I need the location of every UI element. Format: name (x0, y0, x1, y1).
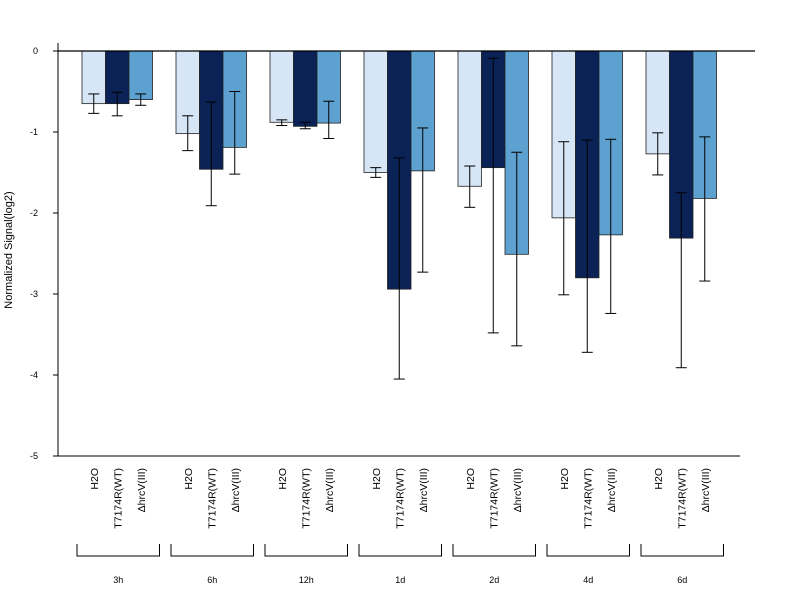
bar (269, 50, 294, 123)
group-label: 2d (489, 575, 499, 585)
x-tick-label: ΔhrcV(III) (512, 468, 524, 512)
x-tick-label: T7174R(WT) (582, 468, 594, 529)
bar (128, 50, 153, 100)
x-tick-label: H2O (89, 468, 101, 490)
group-bracket (546, 544, 630, 557)
x-tick-label: T7174R(WT) (206, 468, 218, 529)
group-label: 12h (299, 575, 314, 585)
x-tick-label: T7174R(WT) (300, 468, 312, 529)
group-bracket (358, 544, 442, 557)
x-tick-label: H2O (653, 468, 665, 490)
group-label: 6d (677, 575, 687, 585)
x-tick-label: H2O (559, 468, 571, 490)
x-tick-label: T7174R(WT) (112, 468, 124, 529)
y-tick-label: -5 (30, 451, 38, 461)
x-tick-label: H2O (183, 468, 195, 490)
y-axis: 0 -1 -2 -3 -4 -5 (30, 43, 59, 461)
group-label: 6h (207, 575, 217, 585)
group-bracket (452, 544, 536, 557)
y-tick-label: -3 (30, 289, 38, 299)
x-tick-label: H2O (465, 468, 477, 490)
group-bracket (264, 544, 348, 557)
x-tick-label: T7174R(WT) (394, 468, 406, 529)
group-label: 3h (113, 575, 123, 585)
y-axis-label: Normalized Signal(log2) (3, 191, 15, 308)
group-label: 4d (583, 575, 593, 585)
x-tick-label: ΔhrcV(III) (324, 468, 336, 512)
y-tick-label: -2 (30, 208, 38, 218)
group-brackets: 3h 6h 12h 1d 2d 4d 6d (76, 544, 724, 585)
y-tick-label: -4 (30, 370, 38, 380)
bar (293, 50, 318, 127)
y-tick-label: 0 (33, 46, 38, 56)
x-tick-label: H2O (277, 468, 289, 490)
group-bracket (640, 544, 724, 557)
group-label: 1d (395, 575, 405, 585)
group-bracket (76, 544, 160, 557)
error-bars-layer (88, 57, 711, 380)
x-tick-labels: H2O T7174R(WT) ΔhrcV(III) H2O T7174R(WT) Δhrc… (89, 468, 712, 529)
x-tick-label: ΔhrcV(III) (418, 468, 430, 512)
x-tick-label: ΔhrcV(III) (136, 468, 148, 512)
group-bracket (170, 544, 254, 557)
y-tick-label: -1 (30, 127, 38, 137)
x-tick-label: T7174R(WT) (488, 468, 500, 529)
x-tick-label: ΔhrcV(III) (230, 468, 242, 512)
x-tick-label: ΔhrcV(III) (700, 468, 712, 512)
x-tick-label: ΔhrcV(III) (606, 468, 618, 512)
x-tick-label: H2O (371, 468, 383, 490)
x-tick-label: T7174R(WT) (676, 468, 688, 529)
bar (363, 50, 388, 173)
